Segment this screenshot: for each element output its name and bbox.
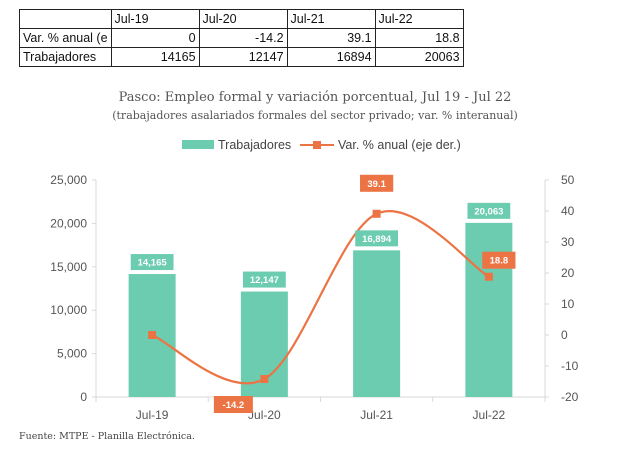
y-left-tick-label: 0 xyxy=(80,390,87,404)
table-row: Trabajadores 14165 12147 16894 20063 xyxy=(19,47,464,67)
x-tick-label: Jul-19 xyxy=(136,408,169,422)
line-label: -14.2 xyxy=(223,400,245,411)
table-cell: 16894 xyxy=(286,47,376,67)
x-tick-label: Jul-20 xyxy=(248,408,281,422)
combo-chart: Pasco: Empleo formal y variación porcent… xyxy=(50,90,579,422)
y-left-tick-label: 5,000 xyxy=(57,347,87,361)
y-right-tick-label: -10 xyxy=(561,359,579,373)
data-table: Jul-19 Jul-20 Jul-21 Jul-22 Var. % anual… xyxy=(19,9,464,67)
y-right-tick-label: 30 xyxy=(561,235,575,249)
line-marker xyxy=(148,331,157,339)
table-header-cell: Jul-22 xyxy=(374,9,464,29)
y-right-tick-label: 20 xyxy=(561,266,575,280)
x-tick-label: Jul-21 xyxy=(360,408,393,422)
y-right-tick-label: 0 xyxy=(561,328,568,342)
data-labels: 14,165 12,147 16,894 20,063 -14.2 39.1 18.8 xyxy=(130,174,516,414)
line-label-box xyxy=(360,174,394,192)
source-note: Fuente: MTPE - Planilla Electrónica. xyxy=(19,431,195,442)
x-tick-label: Jul-22 xyxy=(473,408,506,422)
y-right-tick-label: 10 xyxy=(561,297,575,311)
bar xyxy=(465,222,513,397)
table-cell: 39.1 xyxy=(286,28,376,48)
table-row-label: Trabajadores xyxy=(19,47,112,67)
y-left-tick-label: 10,000 xyxy=(50,303,87,317)
y-left-tick-label: 20,000 xyxy=(50,216,87,230)
line-marker xyxy=(260,375,269,384)
line-series xyxy=(148,209,493,385)
legend: Trabajadores Var. % anual (eje der.) xyxy=(182,138,461,152)
y-right-tick-label: 40 xyxy=(561,204,575,218)
table-row: Var. % anual (e 0 -14.2 39.1 18.8 xyxy=(19,28,464,48)
y-left-tick-label: 25,000 xyxy=(50,173,87,187)
bar-label-box xyxy=(242,271,286,288)
bar-label: 12,147 xyxy=(250,275,279,286)
line-label-box xyxy=(482,251,516,269)
bar-label-box xyxy=(130,254,174,271)
table-cell: 14165 xyxy=(110,47,200,67)
legend-line-marker xyxy=(313,141,321,149)
bar xyxy=(353,250,401,397)
line-marker xyxy=(372,209,381,218)
y-right-tick-label: 50 xyxy=(561,173,575,187)
line-marker xyxy=(484,272,493,281)
table-header-row: Jul-19 Jul-20 Jul-21 Jul-22 xyxy=(19,9,464,29)
chart-title: Pasco: Empleo formal y variación porcent… xyxy=(119,90,512,105)
line-label: 39.1 xyxy=(367,179,386,190)
legend-bar-swatch xyxy=(182,140,214,149)
line-label-box xyxy=(213,396,253,414)
y-left-tick-label: 15,000 xyxy=(50,260,87,274)
bar-series xyxy=(128,222,513,397)
bar-label: 16,894 xyxy=(362,234,392,245)
bar-label: 20,063 xyxy=(474,206,503,217)
chart-subtitle: (trabajadores asalariados formales del s… xyxy=(112,109,518,122)
bar-label-box xyxy=(355,230,399,247)
bar-label-box xyxy=(467,202,511,219)
line-label: 18.8 xyxy=(490,256,509,267)
legend-label-var: Var. % anual (eje der.) xyxy=(338,138,461,152)
table-row-label: Var. % anual (e xyxy=(19,28,112,48)
bar-label: 14,165 xyxy=(138,258,168,269)
legend-label-trabajadores: Trabajadores xyxy=(218,138,291,152)
table-cell: 12147 xyxy=(198,47,288,67)
series-line xyxy=(151,210,490,385)
y-right-tick-label: -20 xyxy=(561,390,579,404)
table-cell: 20063 xyxy=(374,47,464,67)
